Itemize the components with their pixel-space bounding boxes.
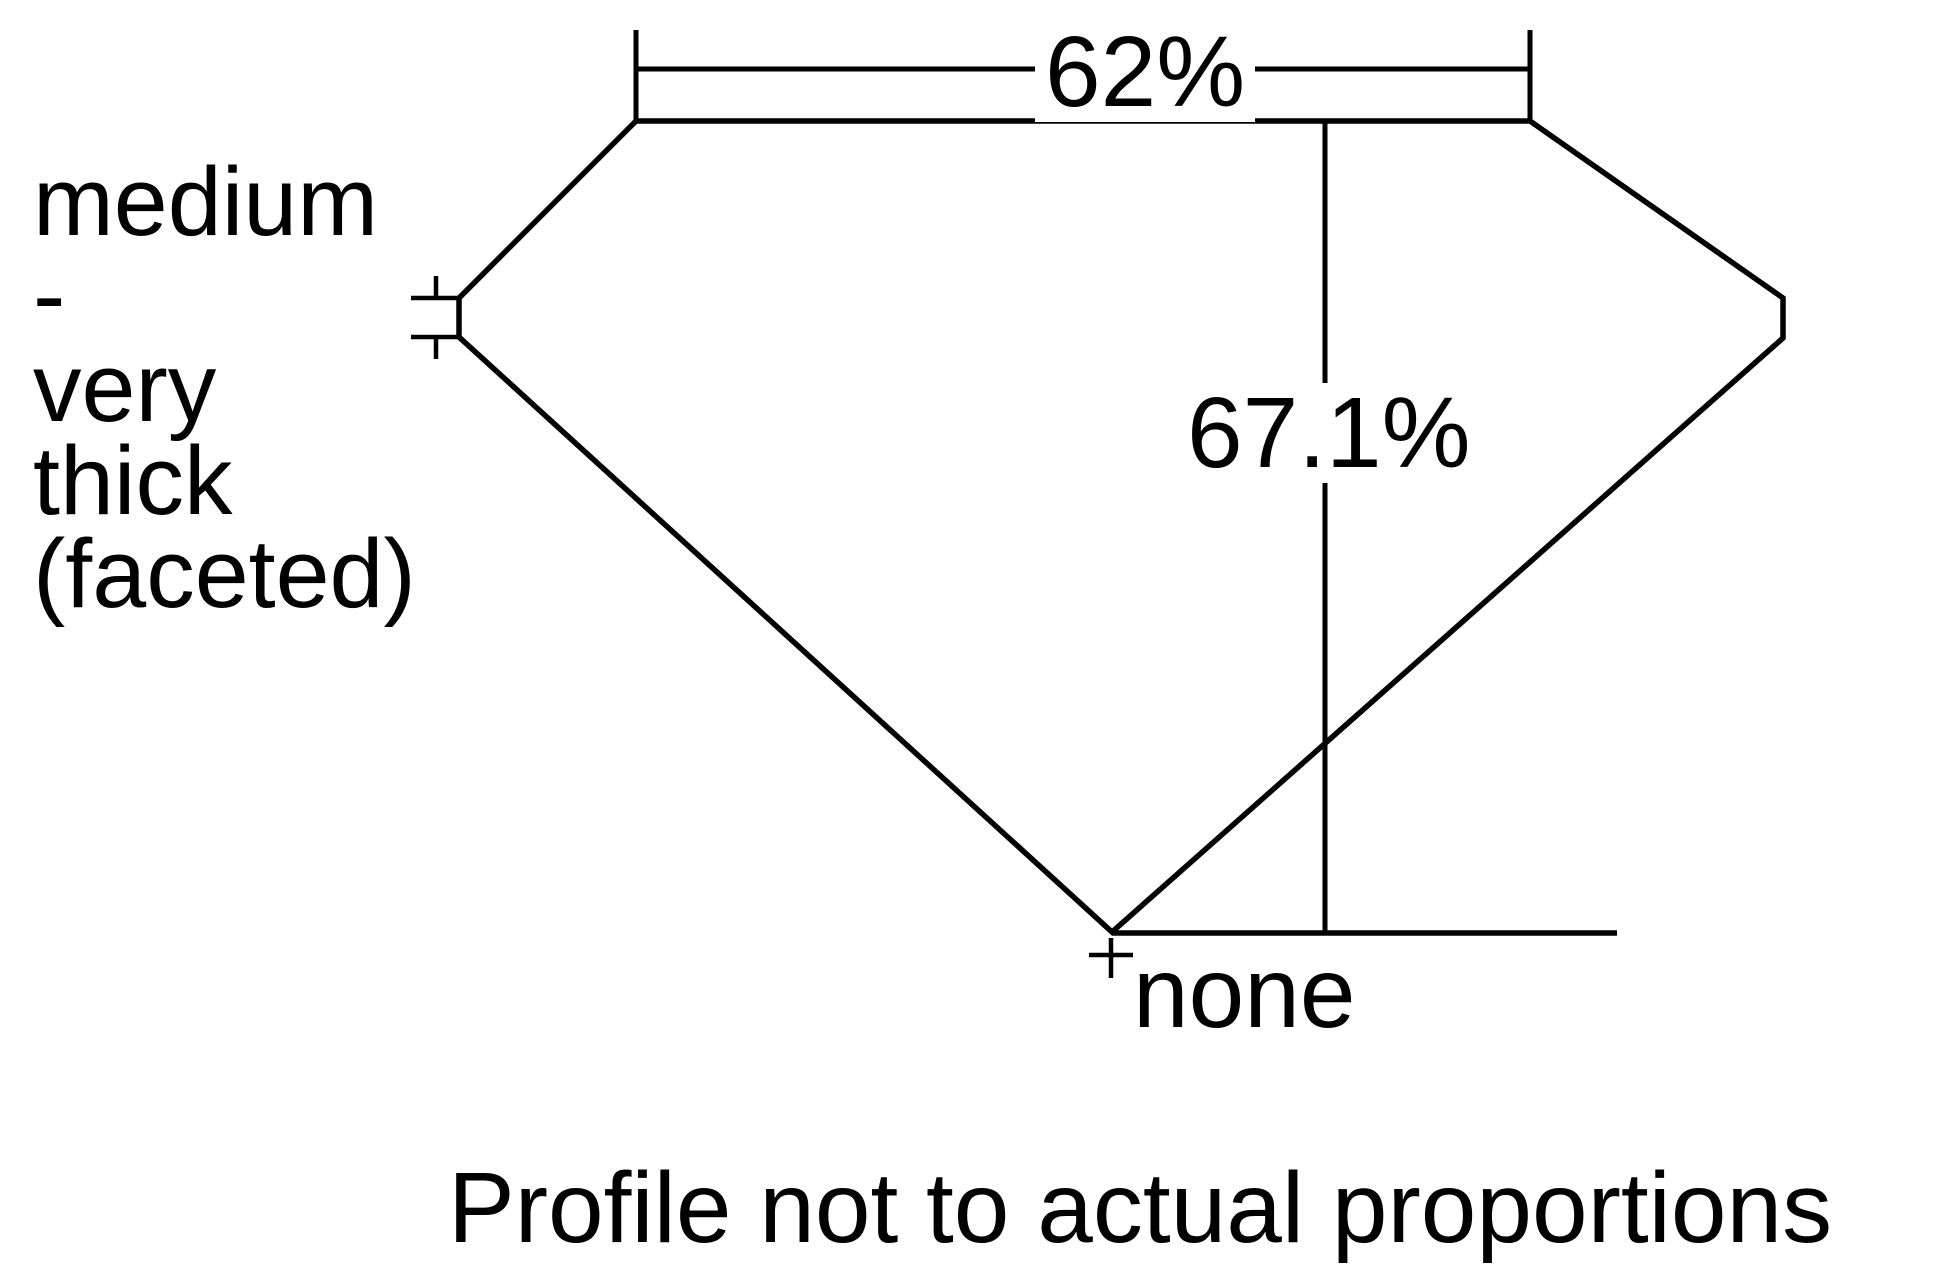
depth-percentage-label: 67.1% xyxy=(1185,377,1473,489)
girdle-label-line-2: - xyxy=(33,240,66,349)
diamond-outline xyxy=(456,118,1786,936)
table-percentage-label: 62% xyxy=(1035,22,1256,122)
girdle-label-line-5: (faceted) xyxy=(33,519,416,628)
girdle-thickness-marks xyxy=(411,276,459,359)
culet-marker xyxy=(1089,938,1133,978)
girdle-label-line-3: very xyxy=(33,333,217,442)
culet-label: none xyxy=(1133,937,1356,1049)
girdle-label-line-1: medium xyxy=(33,147,378,256)
girdle-thickness-label: medium - very thick (faceted) xyxy=(33,147,416,628)
girdle-label-line-4: thick xyxy=(33,426,233,535)
diagram-caption: Profile not to actual proportions xyxy=(448,1152,1833,1264)
